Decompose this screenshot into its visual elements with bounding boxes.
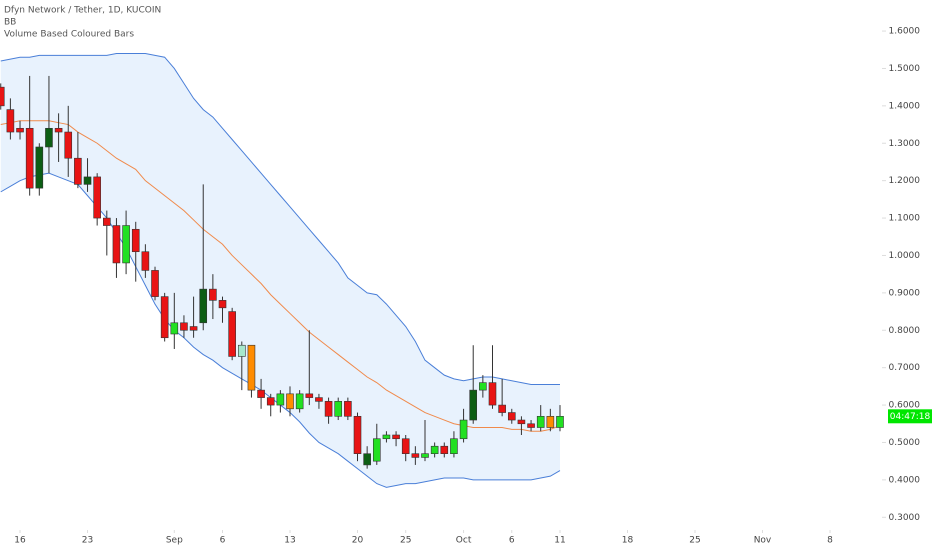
x-tick-label: Sep xyxy=(166,536,183,546)
candle-body xyxy=(64,131,73,159)
y-tick-label: 1.6000 xyxy=(889,27,921,37)
x-tick-label: 25 xyxy=(400,536,411,546)
candle-body xyxy=(546,415,555,428)
indicator-label: Volume Based Coloured Bars xyxy=(4,30,134,40)
plot-area xyxy=(0,52,564,488)
candle-body xyxy=(266,397,275,406)
candle-body xyxy=(131,228,140,253)
candle-body xyxy=(305,393,314,398)
countdown-box xyxy=(888,409,932,424)
chart-title: Dfyn Network / Tether, 1D, KUCOIN xyxy=(4,6,161,16)
candle-body xyxy=(209,288,217,301)
candle-body xyxy=(247,344,256,391)
candle-body xyxy=(45,127,53,148)
candle-body xyxy=(450,438,458,454)
x-tick-label: Oct xyxy=(456,536,472,546)
candle-body xyxy=(74,157,82,185)
candle-body xyxy=(122,225,130,264)
x-tick-label: 13 xyxy=(284,536,295,546)
y-tick-label: 1.1000 xyxy=(889,214,921,224)
candle-body xyxy=(324,401,333,417)
x-tick-label: 16 xyxy=(14,536,26,546)
y-tick-label: 0.9000 xyxy=(889,288,921,298)
candle-body xyxy=(469,389,478,421)
candle-body xyxy=(286,393,294,410)
candle-body xyxy=(0,86,5,107)
candle-body xyxy=(430,445,439,454)
candle-body xyxy=(180,322,188,331)
candle-body xyxy=(25,127,34,189)
x-tick-label: 18 xyxy=(622,536,634,546)
candle-body xyxy=(237,344,246,357)
candle-body xyxy=(353,415,362,454)
candle-body xyxy=(83,176,92,185)
candle-body xyxy=(536,415,545,428)
y-tick-label: 0.8000 xyxy=(889,326,921,336)
band-upper xyxy=(0,52,560,386)
y-tick-label: 1.4000 xyxy=(889,101,921,111)
candle-body xyxy=(527,423,535,428)
candle-body xyxy=(35,146,44,189)
candle-body xyxy=(411,453,420,458)
indicator-label: BB xyxy=(4,18,16,28)
candle-body xyxy=(401,438,410,454)
y-tick-label: 0.4000 xyxy=(889,475,921,485)
candle-body xyxy=(228,311,236,357)
candle-body xyxy=(488,382,497,406)
candle-body xyxy=(517,419,526,425)
x-tick-label: 8 xyxy=(827,536,833,546)
candle-body xyxy=(151,270,159,297)
candle-body xyxy=(479,382,487,391)
candle-body xyxy=(257,389,265,398)
x-tick-label: 6 xyxy=(509,536,515,546)
candle-body xyxy=(392,434,400,440)
y-tick-label: 0.5000 xyxy=(889,438,921,448)
candle-body xyxy=(189,326,198,331)
candle-body xyxy=(112,225,121,264)
y-tick-label: 1.0000 xyxy=(889,251,921,261)
candle-body xyxy=(93,176,101,219)
candle-body xyxy=(556,415,564,428)
candle-body xyxy=(6,109,15,133)
candle-body xyxy=(170,322,179,335)
y-tick-label: 1.5000 xyxy=(889,64,921,74)
candle-body xyxy=(363,453,371,466)
x-tick-label: 11 xyxy=(554,536,565,546)
candle-body xyxy=(421,453,429,458)
candle-body xyxy=(507,412,516,421)
candle-body xyxy=(141,251,150,271)
x-tick-label: 23 xyxy=(82,536,93,546)
x-tick-label: 20 xyxy=(352,536,364,546)
countdown: 04:47:18 xyxy=(890,412,931,422)
candle-body xyxy=(334,401,343,417)
candle-body xyxy=(372,438,381,462)
candle-body xyxy=(276,393,285,406)
candle-body xyxy=(199,288,208,324)
candle-body xyxy=(295,393,304,410)
candle-body xyxy=(344,401,352,417)
y-tick-label: 0.3000 xyxy=(889,513,921,523)
candle-body xyxy=(16,127,24,133)
candle-body xyxy=(160,296,169,339)
candle-body xyxy=(54,127,63,133)
x-tick-label: 6 xyxy=(220,536,226,546)
y-tick-label: 0.6000 xyxy=(889,401,921,411)
candle-body xyxy=(103,217,111,226)
candle-body xyxy=(498,404,506,413)
candle-body xyxy=(218,300,227,309)
candle-body xyxy=(315,397,323,402)
y-tick-label: 1.3000 xyxy=(889,139,921,149)
band-fill xyxy=(0,53,560,488)
candle-body xyxy=(459,419,468,440)
candle-body xyxy=(440,445,449,454)
x-tick-label: 25 xyxy=(689,536,700,546)
x-tick-label: Nov xyxy=(754,536,772,546)
y-tick-label: 1.2000 xyxy=(889,176,921,186)
y-tick-label: 0.7000 xyxy=(889,363,921,373)
candle-body xyxy=(382,434,391,440)
